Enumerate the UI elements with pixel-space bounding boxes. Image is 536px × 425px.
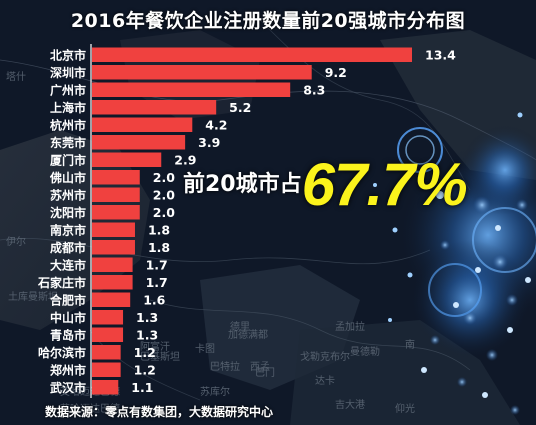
map-label: 苏库尔 [200,385,230,398]
bar [92,275,133,290]
bar [92,362,121,377]
value-label: 1.2 [134,345,156,360]
value-label: 3.9 [198,135,220,150]
bar [92,310,124,325]
category-label: 厦门市 [50,153,86,168]
map-label: 孟加拉 [335,320,365,333]
map-label: 吉大港 [335,398,365,411]
value-label: 1.8 [148,240,170,255]
data-source: 数据来源：零点有数集团，大数据研究中心 [45,405,274,419]
category-label: 成都市 [50,240,86,255]
map-labels: 塔什 伊尔 土库曼斯坦 阿富汗 巴基斯坦 德里 苏库尔 艾哈迈达巴德 加德满都 … [6,70,415,415]
value-label: 1.1 [131,380,153,395]
bar [92,170,140,185]
map-label: 卡图 [195,342,215,355]
map-label: 达卡 [315,374,335,387]
value-label: 1.3 [136,310,158,325]
map-label: 戈勒克布尔 [300,350,350,363]
bar [92,152,162,167]
bar [92,380,119,395]
category-label: 石家庄市 [37,275,86,290]
category-label: 杭州市 [50,118,86,133]
category-label: 上海市 [50,100,86,115]
bar [92,327,124,342]
map-label: 巴特拉 [210,360,240,373]
value-label: 1.6 [143,293,165,308]
category-label: 深圳市 [50,65,86,80]
value-label: 2.0 [153,188,175,203]
bar [92,292,131,307]
value-label: 1.8 [148,223,170,238]
value-label: 13.4 [425,48,456,63]
category-label: 郑州市 [50,363,86,378]
bar [92,187,140,202]
map-label: 曼德勒 [350,345,380,358]
callout-label: 前20城市占 [183,172,302,197]
bar [92,117,193,132]
value-label: 2.0 [153,205,175,220]
category-label: 东莞市 [50,135,86,150]
chart-title: 2016年餐饮企业注册数量前20强城市分布图 [70,10,466,32]
value-label: 9.2 [325,65,347,80]
bar [92,47,412,62]
map-label: 加德满都 [228,328,268,341]
bar [92,65,312,80]
map-label: 阿富汗 [140,340,170,353]
bar [92,135,186,150]
map-label: 仰光 [395,402,415,415]
map-label: 艾哈迈达巴德 [60,402,120,415]
value-label: 4.2 [205,118,227,133]
map-label: 西孟 [250,361,270,373]
bar [92,205,140,220]
category-label: 中山市 [50,310,86,325]
category-label: 哈尔滨市 [38,345,86,360]
category-label: 沈阳市 [50,205,86,220]
category-label: 合肥市 [50,293,86,308]
category-label: 南京市 [50,223,86,238]
map-label: 土库曼斯坦 [8,290,58,303]
map-label: 塔什 [6,70,26,83]
value-label: 2.0 [153,170,175,185]
bar [92,345,121,360]
category-label: 广州市 [50,83,86,98]
category-label: 大连市 [50,258,86,273]
map-label: 伊尔 [6,235,26,248]
bar [92,222,135,237]
category-label: 武汉市 [50,380,86,395]
map-label: 南 [405,338,415,351]
value-label: 1.2 [134,363,156,378]
value-label: 1.3 [136,328,158,343]
category-label: 北京市 [50,48,86,63]
share-callout: 前20城市占67.7% [183,150,468,219]
callout-value: 67.7% [301,151,468,218]
category-label: 佛山市 [49,170,86,185]
map-label: 巴基斯坦 [140,350,180,363]
category-label: 苏州市 [50,188,86,203]
map-label: 德里 [230,320,250,333]
value-label: 1.7 [146,275,168,290]
value-label: 2.9 [174,153,196,168]
value-label: 5.2 [229,100,251,115]
value-label: 8.3 [303,83,325,98]
bar [92,82,291,97]
bar [92,240,135,255]
category-label: 青岛市 [50,328,86,343]
bar [92,257,133,272]
map-label: 巴门 [255,366,275,379]
value-label: 1.7 [146,258,168,273]
bar [92,100,217,115]
